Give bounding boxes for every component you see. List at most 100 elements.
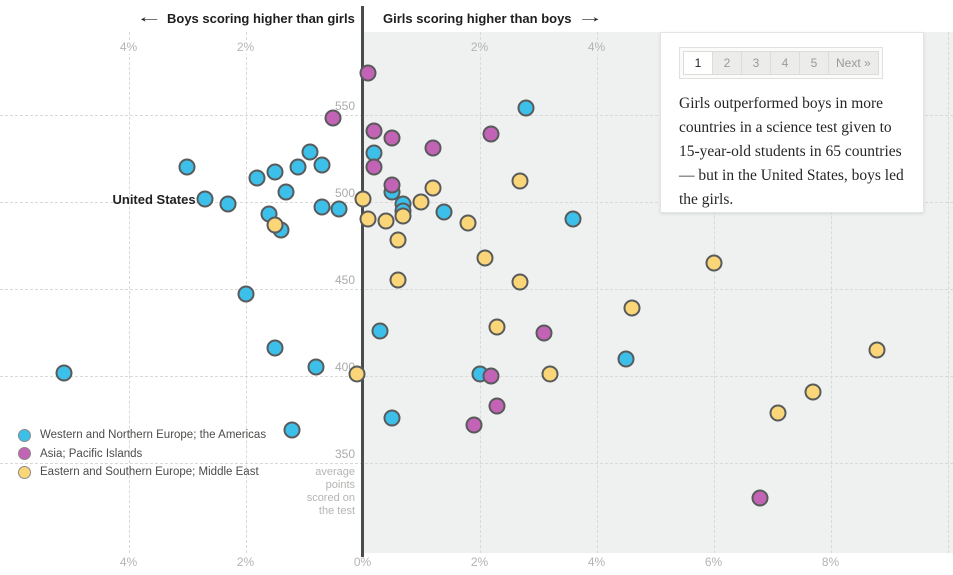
x-tick-label-bottom: 2% <box>236 555 255 569</box>
y-axis-note-line: points <box>325 479 355 491</box>
legend-item: Eastern and Southern Europe; Middle East <box>18 463 266 482</box>
legend-swatch <box>18 465 31 479</box>
data-point[interactable] <box>377 212 395 230</box>
gridline-horizontal <box>0 115 953 116</box>
data-point[interactable] <box>289 158 307 176</box>
legend-swatch <box>18 428 31 442</box>
data-point[interactable] <box>541 365 559 383</box>
data-point[interactable] <box>617 350 635 368</box>
y-axis-note: average points scored on the test <box>307 466 355 518</box>
data-point[interactable] <box>394 207 412 225</box>
data-point[interactable] <box>266 339 284 357</box>
data-point[interactable] <box>769 404 787 422</box>
data-point[interactable] <box>330 200 348 218</box>
data-point[interactable] <box>371 322 389 340</box>
gridline-horizontal <box>0 289 953 290</box>
y-tick-label: 500 <box>334 186 355 200</box>
left-arrow-icon: ← <box>135 9 163 26</box>
data-point[interactable] <box>219 195 237 213</box>
data-point[interactable] <box>277 183 295 201</box>
x-tick-label-bottom: 4% <box>587 555 606 569</box>
data-point[interactable] <box>751 489 769 507</box>
data-point[interactable] <box>324 109 342 127</box>
y-tick-label: 350 <box>334 447 355 461</box>
data-point[interactable] <box>307 358 325 376</box>
page-button[interactable]: 3 <box>741 51 771 75</box>
y-axis-note-line: the test <box>318 505 355 517</box>
caption: Girls outperformed boys in more countrie… <box>679 95 904 208</box>
data-point[interactable] <box>623 299 641 317</box>
data-point[interactable] <box>237 285 254 303</box>
data-point[interactable] <box>488 318 506 336</box>
gridline-vertical <box>830 32 832 553</box>
data-point[interactable] <box>412 193 430 211</box>
data-point[interactable] <box>266 163 284 181</box>
page-button[interactable]: 2 <box>712 51 742 75</box>
data-point[interactable] <box>383 129 401 147</box>
data-point[interactable] <box>383 409 401 427</box>
x-tick-label-bottom: 8% <box>821 555 840 569</box>
x-tick-label-top: 2% <box>467 40 492 54</box>
us-annotation: United States <box>112 191 196 207</box>
data-point[interactable] <box>424 139 442 157</box>
data-point[interactable] <box>313 198 331 216</box>
data-point[interactable] <box>365 122 383 140</box>
data-point[interactable] <box>488 397 506 415</box>
legend-swatch <box>18 447 31 461</box>
right-arrow-icon: → <box>575 9 604 26</box>
data-point[interactable] <box>564 210 582 228</box>
data-point[interactable] <box>266 216 284 234</box>
x-tick-label-bottom: 4% <box>119 555 138 569</box>
data-point[interactable] <box>482 367 500 385</box>
page-button[interactable]: 5 <box>799 51 829 75</box>
data-point[interactable] <box>359 210 377 228</box>
data-point[interactable] <box>389 271 407 289</box>
data-point[interactable] <box>459 214 477 232</box>
data-point[interactable] <box>511 172 529 190</box>
data-point[interactable] <box>435 203 453 221</box>
page-button[interactable]: 1 <box>683 51 713 75</box>
data-point[interactable] <box>517 99 535 117</box>
gridline-horizontal <box>0 463 953 464</box>
data-point[interactable] <box>283 421 301 439</box>
data-point[interactable] <box>705 254 722 272</box>
legend: Western and Northern Europe; the America… <box>18 426 266 482</box>
x-axis-line <box>361 6 364 557</box>
data-point[interactable] <box>383 176 401 194</box>
page-button[interactable]: 4 <box>770 51 800 75</box>
gridline-horizontal <box>0 202 953 203</box>
data-point[interactable] <box>178 158 196 176</box>
data-point[interactable] <box>868 341 886 359</box>
data-point[interactable] <box>55 364 73 382</box>
data-point[interactable] <box>248 169 266 187</box>
x-tick-label-top: 2% <box>233 40 258 54</box>
data-point[interactable] <box>535 324 553 341</box>
data-point[interactable] <box>482 125 500 143</box>
x-tick-label-top: 4% <box>116 40 141 54</box>
data-point[interactable] <box>196 190 214 208</box>
data-point[interactable] <box>359 64 377 82</box>
data-point[interactable] <box>465 416 483 434</box>
legend-item: Asia; Pacific Islands <box>18 445 266 464</box>
data-point[interactable] <box>476 249 494 267</box>
gridline-vertical <box>479 32 481 553</box>
y-axis-note-line: scored on <box>306 492 355 504</box>
data-point[interactable] <box>511 273 529 291</box>
header-right-label: Girls scoring higher than boys <box>383 10 572 26</box>
next-button[interactable]: Next » <box>828 51 879 75</box>
data-point[interactable] <box>389 231 407 249</box>
pagination: 1 2 3 4 5 Next » <box>679 47 883 79</box>
legend-label: Western and Northern Europe; the America… <box>40 429 267 442</box>
data-point[interactable] <box>424 179 442 197</box>
data-point[interactable] <box>313 156 331 174</box>
legend-label: Asia; Pacific Islands <box>40 447 143 460</box>
data-point[interactable] <box>804 383 822 401</box>
data-point[interactable] <box>301 143 319 161</box>
legend-item: Western and Northern Europe; the America… <box>18 426 266 445</box>
data-point[interactable] <box>348 365 366 383</box>
x-tick-label-bottom: 0% <box>353 555 372 569</box>
header-left: ← Boys scoring higher than girls <box>135 9 354 27</box>
data-point[interactable] <box>354 190 371 208</box>
data-point[interactable] <box>365 158 383 176</box>
